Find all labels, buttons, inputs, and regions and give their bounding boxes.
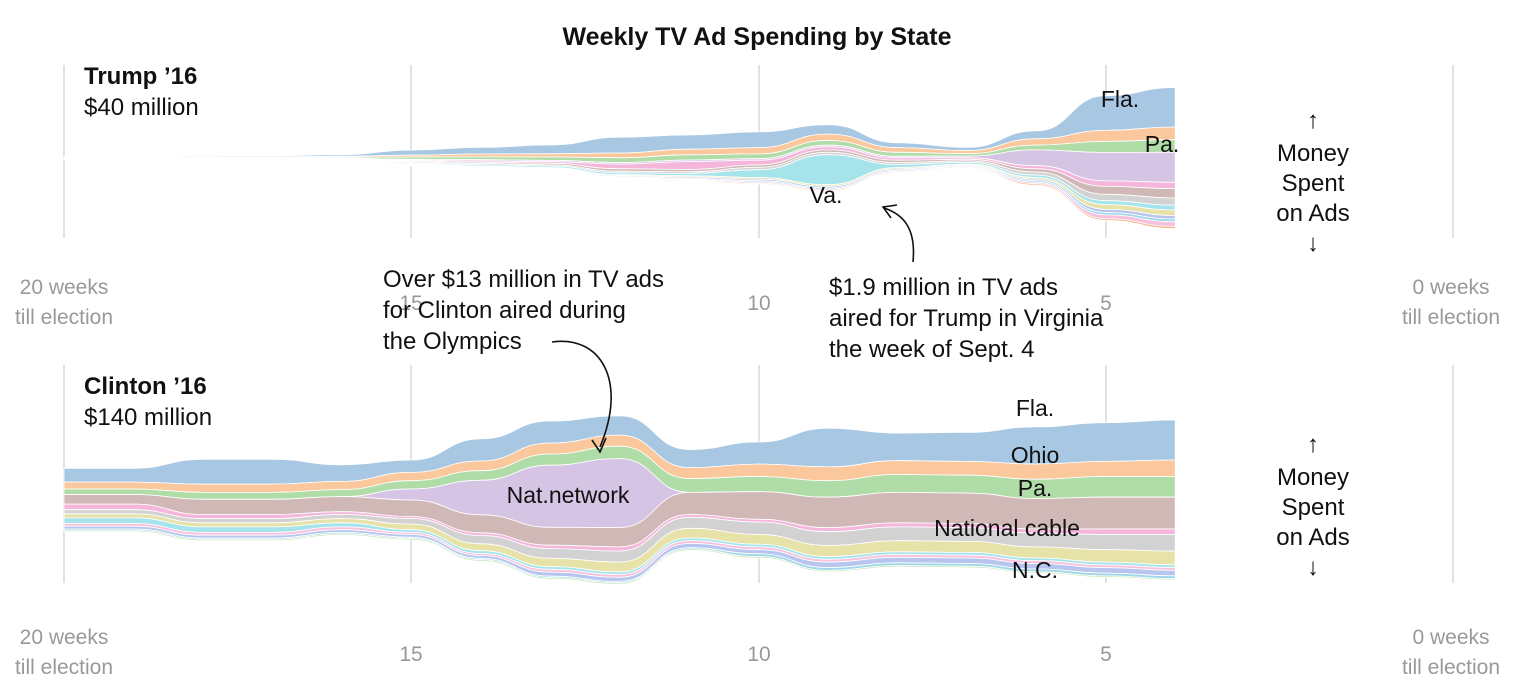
trump-y-axis-label: ↑ Money Spent on Ads ↓ bbox=[1276, 107, 1349, 257]
trump-y-line2: Spent bbox=[1282, 170, 1345, 197]
clinton-arrow-down: ↓ bbox=[1307, 554, 1319, 581]
trump-end-label-line2: till election bbox=[1402, 306, 1500, 329]
clinton-panel-name: Clinton ’16 bbox=[84, 373, 207, 400]
trump-label-fla: Fla. bbox=[1101, 86, 1139, 112]
clinton-label-nat-network: Nat.network bbox=[507, 482, 630, 508]
annotation-olympics-line3: the Olympics bbox=[383, 328, 522, 355]
trump-areas bbox=[63, 87, 1176, 229]
clinton-start-label-line1: 20 weeks bbox=[20, 626, 109, 649]
clinton-end-label-line1: 0 weeks bbox=[1412, 626, 1489, 649]
clinton-y-axis-label: ↑ Money Spent on Ads ↓ bbox=[1276, 431, 1349, 581]
annotation-virginia-line3: the week of Sept. 4 bbox=[829, 336, 1034, 363]
trump-panel-total: $40 million bbox=[84, 94, 199, 121]
clinton-label-fla: Fla. bbox=[1016, 395, 1054, 421]
trump-tick-10: 10 bbox=[747, 292, 770, 315]
clinton-areas bbox=[63, 415, 1176, 585]
trump-end-label-line1: 0 weeks bbox=[1412, 276, 1489, 299]
annotation-olympics: Over $13 million in TV ads for Clinton a… bbox=[383, 266, 664, 454]
trump-label-va: Va. bbox=[810, 182, 843, 208]
clinton-label-national-cable: National cable bbox=[934, 515, 1080, 541]
trump-tick-15: 15 bbox=[399, 292, 422, 315]
clinton-y-line2: Spent bbox=[1282, 494, 1345, 521]
annotation-virginia-line1: $1.9 million in TV ads bbox=[829, 274, 1058, 301]
clinton-panel-total: $140 million bbox=[84, 404, 212, 431]
clinton-y-line1: Money bbox=[1277, 464, 1349, 491]
trump-y-line3: on Ads bbox=[1276, 200, 1349, 227]
annotation-virginia-line2: aired for Trump in Virginia bbox=[829, 305, 1104, 332]
annotation-olympics-arrowhead bbox=[591, 437, 607, 454]
clinton-label-ohio: Ohio bbox=[1011, 442, 1060, 468]
chart-title: Weekly TV Ad Spending by State bbox=[563, 23, 952, 51]
clinton-y-line3: on Ads bbox=[1276, 524, 1349, 551]
annotation-virginia-arrow-line bbox=[883, 207, 915, 263]
annotation-virginia-arrowhead bbox=[881, 204, 898, 219]
trump-arrow-down: ↓ bbox=[1307, 230, 1319, 257]
clinton-tick-5: 5 bbox=[1100, 643, 1112, 666]
trump-panel-name: Trump ’16 bbox=[84, 63, 197, 90]
clinton-label-nc: N.C. bbox=[1012, 557, 1058, 583]
trump-tick-5: 5 bbox=[1100, 292, 1112, 315]
trump-start-label-line1: 20 weeks bbox=[20, 276, 109, 299]
trump-arrow-up: ↑ bbox=[1307, 107, 1319, 134]
clinton-tick-15: 15 bbox=[399, 643, 422, 666]
annotation-olympics-line2: for Clinton aired during bbox=[383, 297, 626, 324]
clinton-label-pa: Pa. bbox=[1018, 475, 1053, 501]
clinton-area-n-h bbox=[63, 529, 1176, 585]
trump-area-n-h bbox=[63, 158, 1176, 229]
annotation-olympics-arrow-line bbox=[551, 340, 612, 448]
clinton-start-label-line2: till election bbox=[15, 656, 113, 679]
trump-label-pa: Pa. bbox=[1145, 131, 1180, 157]
annotation-virginia: $1.9 million in TV ads aired for Trump i… bbox=[829, 204, 1104, 363]
trump-y-line1: Money bbox=[1277, 140, 1349, 167]
clinton-end-label-line2: till election bbox=[1402, 656, 1500, 679]
clinton-arrow-up: ↑ bbox=[1307, 431, 1319, 458]
clinton-tick-10: 10 bbox=[747, 643, 770, 666]
trump-start-label-line2: till election bbox=[15, 306, 113, 329]
annotation-olympics-line1: Over $13 million in TV ads bbox=[383, 266, 664, 293]
